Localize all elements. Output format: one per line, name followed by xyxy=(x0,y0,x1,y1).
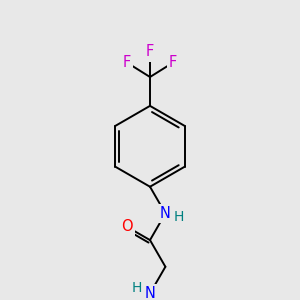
Text: O: O xyxy=(121,219,133,234)
Text: H: H xyxy=(174,210,184,224)
Text: N: N xyxy=(145,286,155,300)
Text: F: F xyxy=(169,55,177,70)
Text: H: H xyxy=(131,281,142,295)
Text: N: N xyxy=(160,206,171,221)
Text: F: F xyxy=(123,55,131,70)
Text: F: F xyxy=(146,44,154,59)
